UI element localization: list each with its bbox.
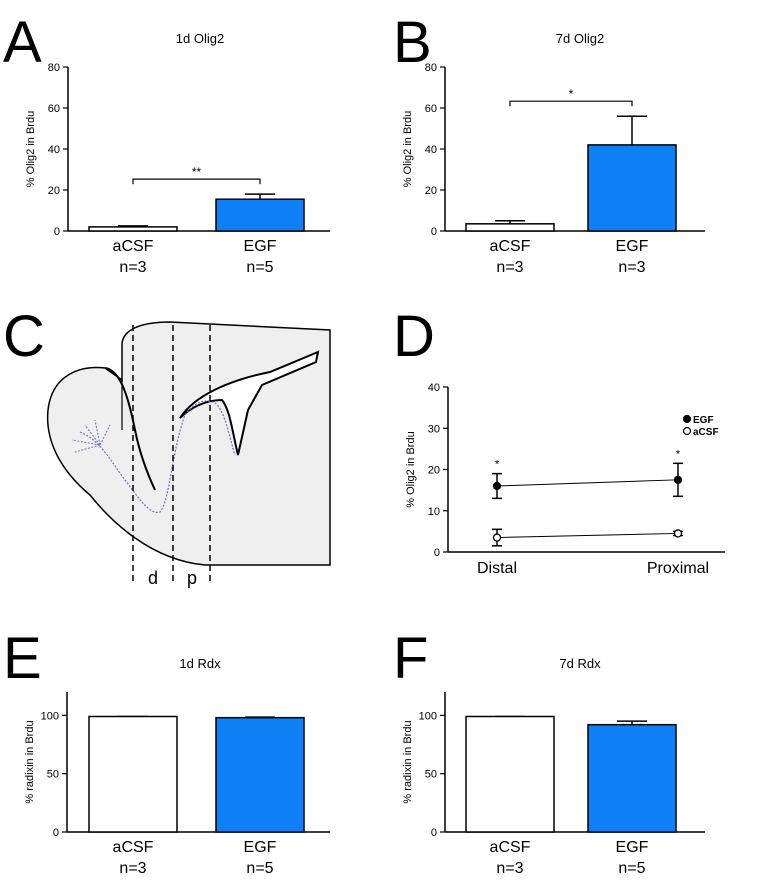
y-tick-label: 0 — [431, 827, 437, 839]
region-label: d — [148, 568, 158, 588]
x-tick-label: EGF — [616, 839, 649, 856]
significance-label: ** — [192, 165, 202, 179]
x-tick-label: Proximal — [647, 560, 709, 577]
point-label: * — [676, 448, 681, 460]
y-tick-label: 40 — [48, 144, 60, 156]
y-tick-label: 50 — [425, 769, 437, 781]
chart-title: 1d Rdx — [179, 656, 221, 671]
migration-path — [79, 400, 236, 513]
panel-letter: A — [3, 10, 42, 75]
point — [492, 481, 502, 491]
diagram: d p C — [3, 304, 331, 588]
chart-title: 7d Rdx — [559, 656, 601, 671]
y-tick-label: 50 — [47, 769, 59, 781]
x-tick-label: aCSF — [490, 238, 531, 255]
y-tick-label: 0 — [53, 827, 59, 839]
y-tick-label: 40 — [425, 144, 437, 156]
bar — [587, 723, 677, 833]
bar — [587, 144, 677, 232]
n-label: n=3 — [496, 259, 523, 276]
y-axis-label: % Olig2 in Brdu — [25, 111, 37, 187]
brain-outline — [46, 321, 331, 566]
y-axis-label: % Olig2 in Brdu — [402, 111, 414, 187]
y-tick-label: 30 — [428, 423, 440, 435]
bar — [215, 198, 305, 232]
y-tick-label: 100 — [419, 710, 437, 722]
chart-title: 1d Olig2 — [176, 31, 224, 46]
point — [492, 533, 502, 542]
legend-marker — [682, 414, 692, 424]
panel-letter: D — [393, 304, 435, 369]
y-tick-label: 20 — [425, 185, 437, 197]
y-tick-label: 10 — [428, 506, 440, 518]
y-tick-label: 100 — [41, 710, 59, 722]
n-label: n=3 — [496, 860, 523, 877]
point-label: * — [495, 459, 500, 471]
n-label: n=5 — [246, 860, 273, 877]
y-tick-label: 60 — [48, 103, 60, 115]
y-axis-label: % radixin in Brdu — [24, 720, 36, 803]
legend-label: EGF — [693, 415, 714, 426]
legend-marker — [682, 426, 692, 436]
point — [673, 475, 683, 484]
y-tick-label: 40 — [428, 382, 440, 394]
y-tick-label: 0 — [431, 226, 437, 238]
x-tick-label: EGF — [616, 238, 649, 255]
n-label: n=3 — [618, 259, 645, 276]
x-tick-label: EGF — [244, 839, 277, 856]
n-label: n=3 — [119, 259, 146, 276]
bar — [215, 716, 305, 833]
point — [673, 529, 683, 538]
series-line — [496, 532, 679, 539]
bar — [465, 223, 555, 232]
x-tick-label: aCSF — [113, 839, 154, 856]
panel-letter: E — [3, 626, 42, 691]
y-tick-label: 0 — [434, 547, 440, 559]
y-tick-label: 80 — [425, 62, 437, 74]
rmp-branches — [71, 419, 111, 453]
y-tick-label: 0 — [54, 226, 60, 238]
y-tick-label: 20 — [48, 185, 60, 197]
x-tick-label: EGF — [244, 238, 277, 255]
y-axis-label: % Olig2 in Brdu — [405, 431, 417, 507]
bar — [88, 715, 178, 833]
n-label: n=5 — [618, 860, 645, 877]
significance-bracket — [132, 178, 261, 185]
n-label: n=5 — [246, 259, 273, 276]
y-tick-label: 60 — [425, 103, 437, 115]
panel-letter: B — [393, 10, 432, 75]
chart-title: 7d Olig2 — [556, 31, 604, 46]
panel-letter: C — [3, 304, 45, 369]
y-tick-label: 80 — [48, 62, 60, 74]
legend-label: aCSF — [693, 427, 719, 438]
n-label: n=3 — [119, 860, 146, 877]
bar — [465, 715, 555, 833]
significance-label: * — [569, 87, 574, 101]
y-axis-label: % radixin in Brdu — [402, 720, 414, 803]
series-line — [496, 479, 679, 487]
ventricle — [179, 350, 320, 456]
x-tick-label: aCSF — [113, 238, 154, 255]
x-tick-label: aCSF — [490, 839, 531, 856]
region-label: p — [187, 568, 197, 588]
y-tick-label: 20 — [428, 465, 440, 477]
significance-bracket — [509, 100, 633, 107]
bar — [88, 226, 178, 232]
panel-letter: F — [393, 626, 428, 691]
x-tick-label: Distal — [477, 560, 517, 577]
brain-fold — [104, 367, 156, 491]
